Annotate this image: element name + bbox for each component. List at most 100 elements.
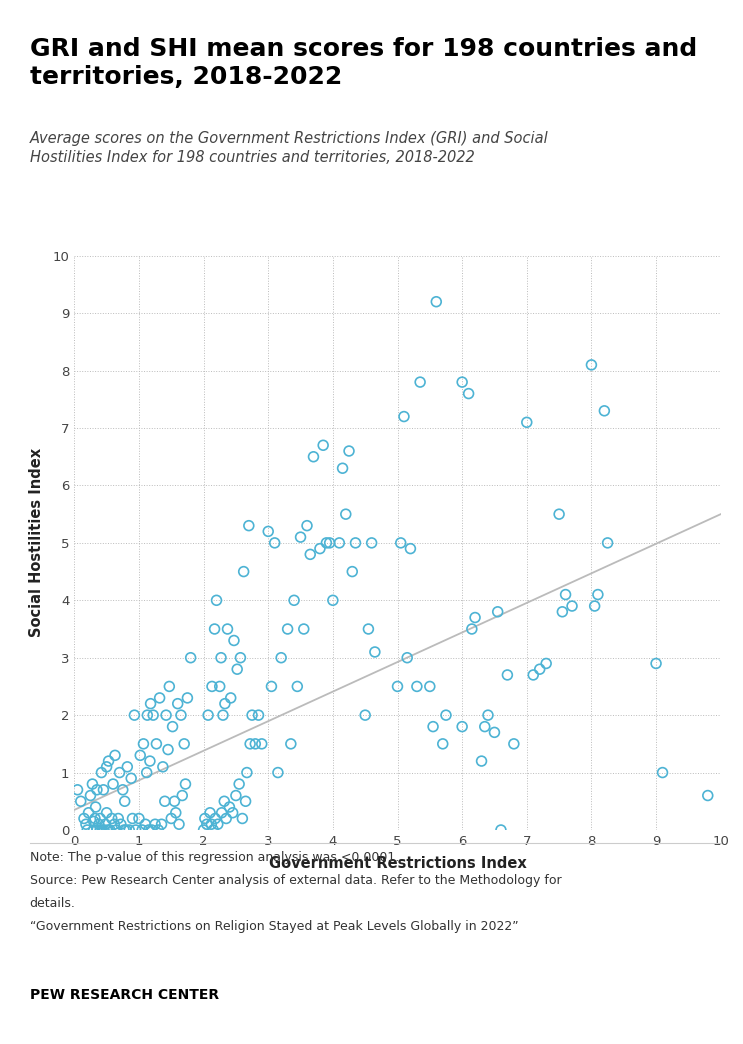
Point <box>162 741 174 758</box>
Point <box>463 385 475 402</box>
Point <box>88 813 100 830</box>
Point <box>94 810 106 827</box>
Point <box>231 661 243 678</box>
Point <box>553 505 565 522</box>
Point <box>178 735 190 752</box>
Point <box>253 707 265 723</box>
Point <box>215 804 227 821</box>
Text: Note: The p-value of this regression analysis was <0.0001.: Note: The p-value of this regression ana… <box>30 851 399 863</box>
Point <box>224 799 236 815</box>
Point <box>478 718 490 735</box>
Point <box>241 764 253 781</box>
Point <box>86 776 98 792</box>
Point <box>176 787 188 804</box>
Point <box>159 793 171 810</box>
Point <box>369 643 381 661</box>
Point <box>120 822 132 838</box>
Point <box>173 816 185 833</box>
Point <box>75 793 87 810</box>
Point <box>489 725 501 741</box>
Point <box>82 804 94 821</box>
Point <box>123 822 135 838</box>
Point <box>134 748 146 764</box>
Point <box>109 748 121 764</box>
Point <box>114 764 126 781</box>
Point <box>424 679 435 695</box>
Point <box>111 822 123 838</box>
Point <box>85 787 97 804</box>
Point <box>221 620 233 637</box>
Point <box>269 535 281 551</box>
Point <box>240 793 252 810</box>
Point <box>97 781 109 798</box>
Point <box>149 816 161 833</box>
Text: Source: Pew Research Center analysis of external data. Refer to the Methodology : Source: Pew Research Center analysis of … <box>30 874 562 886</box>
Point <box>246 707 258 723</box>
Point <box>137 735 149 752</box>
Point <box>215 649 227 666</box>
Point <box>201 816 212 833</box>
Point <box>217 707 229 723</box>
Point <box>427 718 439 735</box>
Point <box>320 535 332 551</box>
Point <box>314 541 326 557</box>
Point <box>366 535 377 551</box>
Point <box>218 793 230 810</box>
Point <box>136 822 148 838</box>
Point <box>198 822 210 838</box>
Point <box>206 679 218 695</box>
Point <box>207 822 219 838</box>
Point <box>81 822 93 838</box>
Point <box>557 603 568 620</box>
Point <box>456 718 468 735</box>
Point <box>91 781 103 798</box>
Point <box>343 443 355 459</box>
Point <box>236 810 248 827</box>
Point <box>327 592 339 609</box>
Point <box>204 804 216 821</box>
Point <box>265 679 277 695</box>
Point <box>205 816 217 833</box>
Point <box>235 649 247 666</box>
Point <box>118 822 130 838</box>
Point <box>437 735 449 752</box>
Point <box>456 374 468 390</box>
Point <box>147 707 159 723</box>
Text: details.: details. <box>30 897 76 909</box>
Point <box>250 735 262 752</box>
Point <box>100 816 111 833</box>
Point <box>225 689 237 706</box>
Point <box>298 620 310 637</box>
Point <box>598 402 610 419</box>
Point <box>157 758 169 775</box>
Point <box>126 810 138 827</box>
Point <box>324 535 336 551</box>
Point <box>90 799 102 815</box>
Point <box>291 679 303 695</box>
Point <box>181 689 193 706</box>
Point <box>466 620 478 637</box>
Point <box>169 793 181 810</box>
Point <box>228 633 240 649</box>
Point <box>233 776 245 792</box>
Point <box>172 695 184 712</box>
Point <box>146 822 158 838</box>
Point <box>185 649 197 666</box>
Point <box>165 810 178 827</box>
Point <box>108 816 120 833</box>
Point <box>129 707 140 723</box>
Point <box>220 810 232 827</box>
Point <box>262 523 274 540</box>
Point <box>219 695 231 712</box>
Text: PEW RESEARCH CENTER: PEW RESEARCH CENTER <box>30 989 219 1002</box>
Point <box>210 810 221 827</box>
Point <box>180 776 192 792</box>
Point <box>94 822 106 838</box>
Point <box>88 822 100 838</box>
Point <box>98 822 110 838</box>
Point <box>170 804 182 821</box>
Point <box>100 804 113 821</box>
Point <box>100 758 113 775</box>
Point <box>96 764 108 781</box>
Point <box>121 758 133 775</box>
